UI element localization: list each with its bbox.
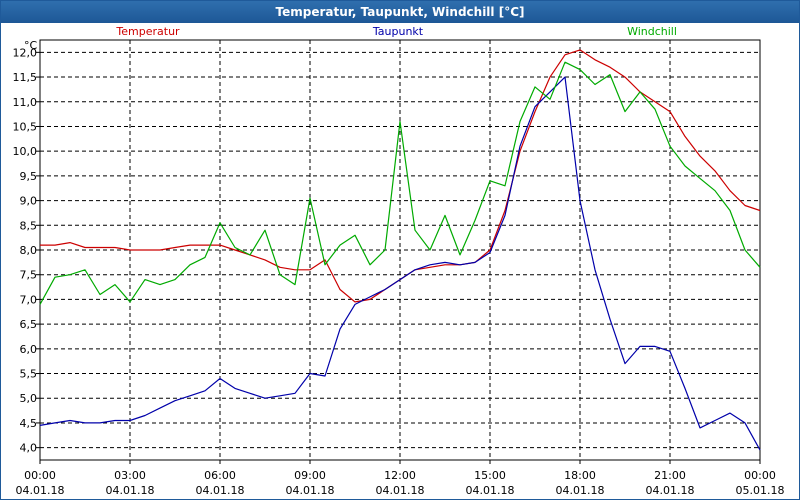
x-tick-date: 04.01.18 [376,484,425,497]
x-tick-time: 15:00 [474,469,506,482]
series-line-taupunkt [39,76,761,451]
y-axis-unit-label: °C [24,39,38,52]
series-lines [39,49,761,451]
x-tick-time: 18:00 [564,469,596,482]
y-tick-label: 12,0 [13,46,38,59]
x-tick-date: 04.01.18 [466,484,515,497]
x-tick-date: 04.01.18 [106,484,155,497]
y-tick-label: 10,0 [13,145,38,158]
x-tick-date: 04.01.18 [556,484,605,497]
x-tick-time: 09:00 [294,469,326,482]
y-tick-label: 8,5 [20,219,38,232]
y-tick-label: 8,0 [20,244,38,257]
x-tick-date: 04.01.18 [286,484,335,497]
y-tick-label: 4,5 [20,417,38,430]
y-tick-label: 6,0 [20,343,38,356]
y-tick-label: 11,5 [13,71,38,84]
x-tick-time: 03:00 [114,469,146,482]
y-tick-label: 6,5 [20,318,38,331]
grid-lines [40,40,760,460]
y-tick-label: 9,5 [20,170,38,183]
legend: Temperatur Taupunkt Windchill [115,25,677,38]
legend-entry-windchill: Windchill [627,25,677,38]
y-tick-label: 10,5 [13,120,38,133]
y-tick-label: 7,0 [20,293,38,306]
x-tick-date: 05.01.18 [736,484,785,497]
y-tick-label: 7,5 [20,269,38,282]
x-tick-time: 00:00 [24,469,56,482]
x-tick-time: 00:00 [744,469,776,482]
legend-entry-taupunkt: Taupunkt [372,25,424,38]
y-tick-label: 4,0 [20,442,38,455]
x-tick-date: 04.01.18 [196,484,245,497]
x-tick-date: 04.01.18 [16,484,65,497]
legend-entry-temperatur: Temperatur [115,25,180,38]
x-tick-date: 04.01.18 [646,484,695,497]
y-tick-label: 11,0 [13,96,38,109]
series-line-windchill [39,61,761,305]
window-title: Temperatur, Taupunkt, Windchill [°C] [1,1,799,23]
y-axis-ticks: 4,0 4,5 5,0 5,5 6,0 6,5 7,0 7,5 8,0 8,5 9,0 9,5 10,0… [13,46,40,455]
x-tick-time: 21:00 [654,469,686,482]
y-tick-label: 5,0 [20,392,38,405]
x-axis-ticks: 00:00 04.01.18 03:00 04.01.18 06:00 04.01.18 0… [16,460,785,497]
x-tick-time: 06:00 [204,469,236,482]
y-tick-label: 5,5 [20,368,38,381]
y-tick-label: 9,0 [20,195,38,208]
x-tick-time: 12:00 [384,469,416,482]
